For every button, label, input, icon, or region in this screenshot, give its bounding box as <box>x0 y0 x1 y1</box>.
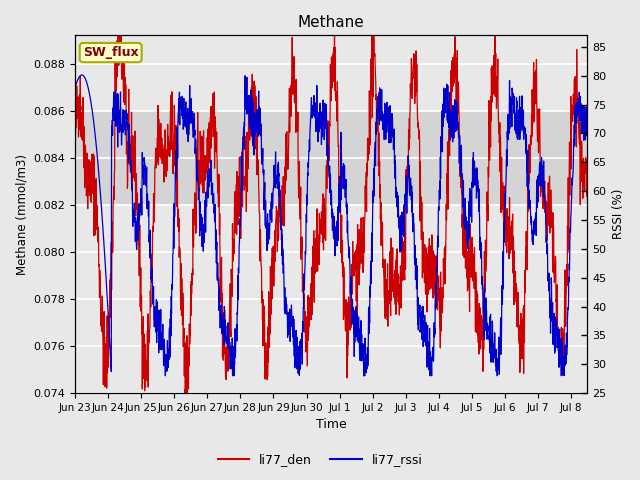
li77_den <box>71 131 79 137</box>
X-axis label: Time: Time <box>316 419 347 432</box>
li77_rssi <box>569 173 577 179</box>
li77_rssi <box>569 169 577 175</box>
li77_den <box>584 191 591 197</box>
Line: li77_den: li77_den <box>75 36 588 393</box>
li77_den <box>97 314 105 320</box>
li77_rssi <box>71 84 79 90</box>
Line: li77_rssi: li77_rssi <box>75 75 588 376</box>
li77_den <box>569 103 577 108</box>
Y-axis label: Methane (mmol/m3): Methane (mmol/m3) <box>15 154 28 275</box>
Text: SW_flux: SW_flux <box>83 46 138 59</box>
li77_den <box>114 33 122 38</box>
li77_den <box>181 390 189 396</box>
li77_den <box>307 317 315 323</box>
li77_rssi <box>584 110 591 116</box>
li77_rssi <box>476 186 483 192</box>
Legend: li77_den, li77_rssi: li77_den, li77_rssi <box>212 448 428 471</box>
li77_rssi <box>161 373 169 379</box>
li77_rssi <box>307 102 315 108</box>
li77_rssi <box>98 206 106 212</box>
li77_den <box>476 351 483 357</box>
li77_den <box>569 112 577 118</box>
Bar <box>75 111 588 205</box>
li77_rssi <box>321 100 328 106</box>
Title: Methane: Methane <box>298 15 365 30</box>
li77_den <box>321 213 328 218</box>
li77_rssi <box>78 72 86 78</box>
Y-axis label: RSSI (%): RSSI (%) <box>612 189 625 240</box>
